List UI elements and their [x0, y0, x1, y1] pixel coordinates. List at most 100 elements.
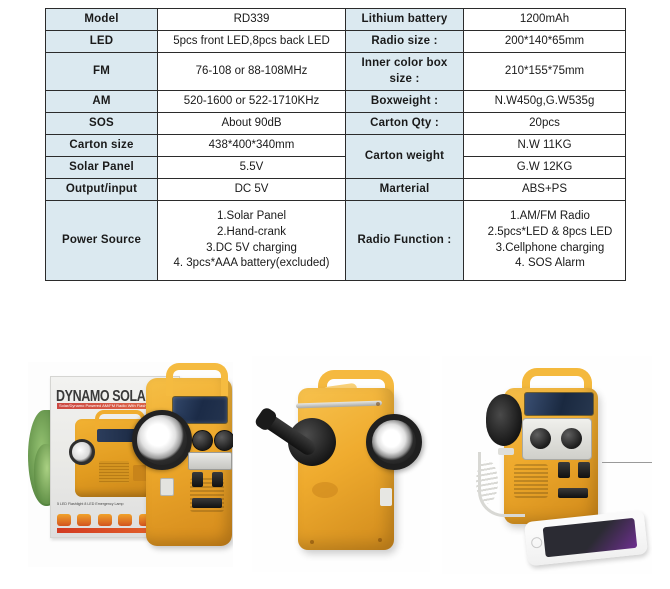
usb-port [160, 478, 174, 496]
tuning-knob [192, 430, 213, 451]
specification-table-container: Model RD339 Lithium battery 1200mAh LED … [45, 8, 626, 281]
list-item: 1.AM/FM Radio [510, 210, 590, 223]
spec-value: 520-1600 or 522-1710KHz [157, 90, 346, 113]
spec-label: Model [45, 8, 158, 31]
list-item: 2.5pcs*LED & 8pcs LED [487, 225, 613, 238]
table-row: LED 5pcs front LED,8pcs back LED Radio s… [45, 30, 626, 53]
spec-value: 200*140*65mm [463, 30, 626, 53]
spec-label: Boxweight : [345, 90, 464, 113]
spec-value: RD339 [157, 8, 346, 31]
spec-value: 5.5V [157, 156, 346, 179]
vent-opening [312, 482, 338, 498]
usb-port [380, 488, 392, 506]
usb-plug [498, 448, 514, 455]
speaker-grille [99, 461, 129, 483]
power-source-list: 1.Solar Panel 2.Hand-crank 3.DC 5V charg… [157, 200, 346, 281]
table-row: FM 76-108 or 88-108MHz Inner color box s… [45, 52, 626, 91]
feature-icon [57, 513, 71, 526]
control-panel [522, 418, 592, 460]
frequency-dial [188, 452, 232, 470]
handle-shape [166, 363, 228, 396]
screw-dot [378, 538, 382, 542]
product-photo-charging-phone: Siren Charge [442, 356, 652, 574]
mode-switch [558, 488, 588, 498]
phone-screen [542, 517, 638, 558]
spec-label-carton-weight: Carton weight [345, 134, 464, 179]
table-row: Carton size 438*400*340mm Carton weight … [45, 134, 626, 179]
spec-label: AM [45, 90, 158, 113]
spec-value: N.W450g,G.W535g [463, 90, 626, 113]
product-photo-packaging: DYNAMO SOLAR RADIO Solar/Dynamo Powered … [28, 362, 233, 567]
spec-value: ABS+PS [463, 178, 626, 201]
spec-label: LED [45, 30, 158, 53]
spec-label: Radio size : [345, 30, 464, 53]
handle-shape [522, 368, 592, 404]
siren-switch [192, 472, 203, 487]
list-item: 4. SOS Alarm [515, 257, 585, 270]
spec-label: Carton Qty : [345, 112, 464, 135]
table-row: Model RD339 Lithium battery 1200mAh [45, 8, 626, 31]
spec-value: About 90dB [157, 112, 346, 135]
charge-switch [578, 462, 590, 478]
list-item: 2.Hand-crank [216, 225, 287, 238]
table-row: Power Source 1.Solar Panel 2.Hand-crank … [45, 200, 626, 281]
table-row: Output/input DC 5V Marterial ABS+PS [45, 178, 626, 201]
spec-value: G.W 12KG [463, 156, 626, 179]
radio-unit-front [132, 363, 233, 546]
tuning-knob [530, 428, 551, 449]
spec-label: Marterial [345, 178, 464, 201]
box-bottom-banner [57, 528, 173, 533]
solar-panel-shape [524, 392, 594, 416]
feature-icon [97, 513, 112, 526]
crank-disk [486, 394, 522, 446]
flashlight-lens [366, 414, 422, 470]
specification-table: Model RD339 Lithium battery 1200mAh LED … [45, 8, 626, 281]
list-item: 4. 3pcs*AAA battery(excluded) [173, 257, 330, 270]
spec-value: 1200mAh [463, 8, 626, 31]
product-photo-crank-side [252, 356, 430, 572]
spec-value: 76-108 or 88-108MHz [157, 52, 346, 91]
switch-panel [133, 465, 149, 481]
screw-dot [376, 402, 380, 406]
home-button [530, 536, 543, 549]
spec-value: 5pcs front LED,8pcs back LED [157, 30, 346, 53]
spec-value: N.W 11KG [463, 134, 626, 157]
spec-label: Solar Panel [45, 156, 158, 179]
table-row: SOS About 90dB Carton Qty : 20pcs [45, 112, 626, 135]
coiled-cable [476, 460, 498, 504]
list-item: 3.DC 5V charging [206, 241, 297, 254]
box-feature-text: 5 LED Flashlight 8 LED Emergency Lamp [57, 502, 124, 506]
radio-body [298, 388, 394, 550]
feature-icon [77, 513, 92, 526]
flashlight-lens [132, 410, 192, 470]
feature-icon [118, 513, 133, 526]
spec-label-radio-function: Radio Function : [345, 200, 464, 281]
table-row: Solar Panel 5.5V G.W 12KG [45, 156, 626, 179]
spec-value: 20pcs [463, 112, 626, 135]
spec-label: SOS [45, 112, 158, 135]
charge-switch [212, 472, 223, 487]
spec-value: 210*155*75mm [463, 52, 626, 91]
siren-switch [558, 462, 570, 478]
spec-label: FM [45, 52, 158, 91]
box-subtitle: Solar/Dynamo Powered AM/FM Radio With Fl… [57, 403, 175, 409]
spec-label: Output/input [45, 178, 158, 201]
list-item: 1.Solar Panel [216, 210, 287, 223]
spec-value: DC 5V [157, 178, 346, 201]
spec-label: Carton size [45, 134, 158, 157]
mode-switch [192, 498, 222, 508]
radio-function-list: 1.AM/FM Radio 2.5pcs*LED & 8pcs LED 3.Ce… [463, 200, 626, 281]
spec-label: Inner color box size : [345, 52, 464, 91]
list-item: 3.Cellphone charging [495, 241, 605, 254]
screw-dot [310, 540, 314, 544]
spec-value: 438*400*340mm [157, 134, 346, 157]
product-photo-strip: DYNAMO SOLAR RADIO Solar/Dynamo Powered … [0, 352, 670, 589]
flashlight-icon [69, 439, 95, 465]
spec-label: Lithium battery [345, 8, 464, 31]
table-row: AM 520-1600 or 522-1710KHz Boxweight : N… [45, 90, 626, 113]
spec-label-power-source: Power Source [45, 200, 158, 281]
volume-knob [561, 428, 582, 449]
volume-knob [214, 430, 233, 451]
annotation-leader-line [602, 462, 652, 463]
